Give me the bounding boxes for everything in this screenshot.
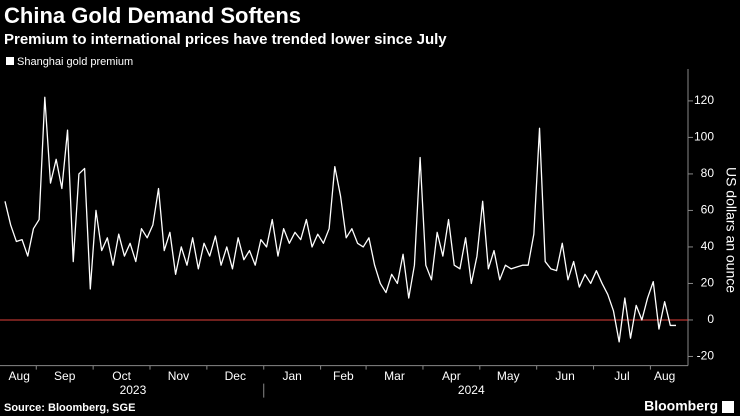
y-tick-label: 120 [694,93,714,107]
x-tick-label: Feb [333,369,354,383]
y-tick-label: 40 [701,239,715,253]
x-tick-label: Jan [282,369,301,383]
x-group-label: 2023 [120,383,147,397]
x-group-label: 2024 [458,383,485,397]
brand: Bloomberg [644,398,718,414]
chart-title: China Gold Demand Softens [4,3,301,28]
x-tick-label: May [497,369,520,383]
line-series [4,96,676,343]
x-tick-label: Jul [614,369,629,383]
y-tick-label: 0 [707,312,714,326]
legend-swatch [6,57,14,65]
x-tick-label: Dec [225,369,246,383]
y-tick-label: 60 [701,203,715,217]
x-tick-label: Aug [654,369,675,383]
y-axis-label: US dollars an ounce [723,167,739,293]
x-tick-label: Mar [384,369,405,383]
x-tick-label: Oct [112,369,131,383]
y-tick-label: 100 [694,130,714,144]
y-tick-label: 20 [701,276,715,290]
x-tick-label: Jun [555,369,574,383]
chart-subtitle: Premium to international prices have tre… [4,31,447,48]
source: Source: Bloomberg, SGE [4,402,135,414]
x-tick-label: Nov [168,369,189,383]
brand-icon [722,401,734,413]
x-tick-label: Sep [54,369,76,383]
y-tick-label: 80 [701,166,715,180]
legend-label: Shanghai gold premium [17,56,133,68]
y-tick-label: -20 [697,349,715,363]
x-tick-label: Aug [9,369,30,383]
x-tick-label: Apr [442,369,461,383]
